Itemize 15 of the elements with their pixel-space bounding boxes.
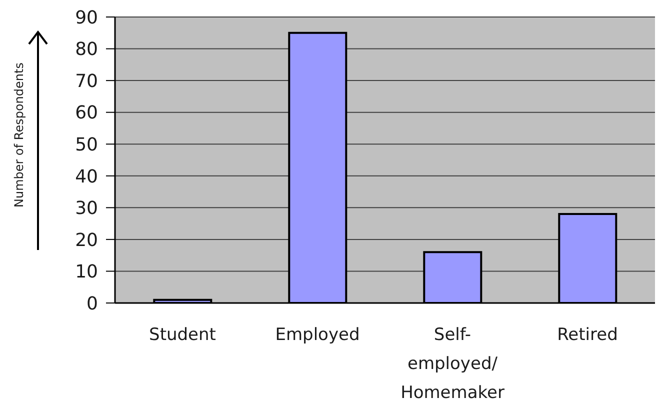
- y-tick-label: 30: [75, 198, 98, 220]
- y-tick-label: 70: [75, 70, 98, 92]
- y-tick-label: 0: [86, 293, 98, 314]
- y-axis-title: Number of Respondents: [12, 62, 26, 208]
- y-tick-label: 80: [75, 39, 98, 60]
- y-tick-label: 40: [75, 166, 98, 188]
- x-tick-label: Employed: [275, 325, 360, 345]
- y-tick-label: 10: [75, 262, 98, 283]
- x-tick-label: Self-employed/Homemaker: [400, 325, 504, 403]
- y-tick-label: 20: [75, 230, 98, 251]
- x-tick-label: Retired: [557, 325, 618, 345]
- y-tick-label: 90: [75, 7, 98, 28]
- y-tick-label: 50: [75, 134, 98, 156]
- x-tick-label: Student: [149, 325, 216, 345]
- y-tick-label: 60: [75, 102, 98, 124]
